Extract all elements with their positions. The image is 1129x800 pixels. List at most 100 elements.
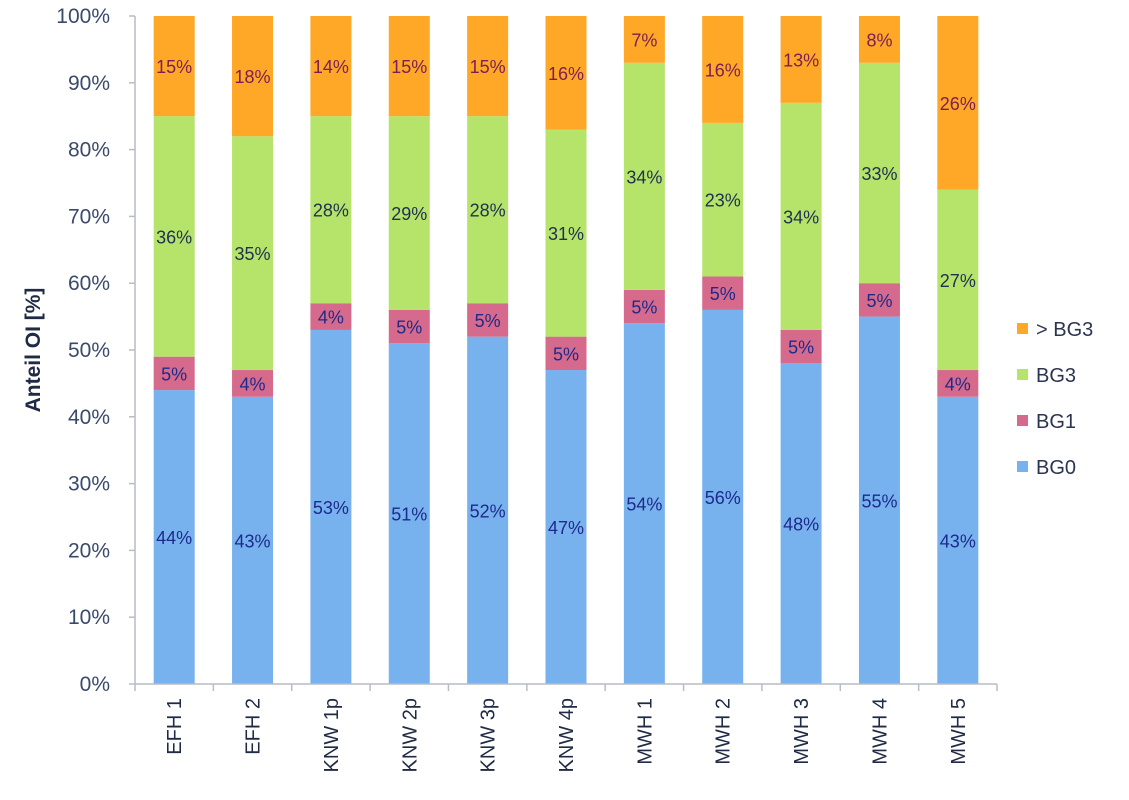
bar-segment	[388, 16, 430, 117]
data-label: 4%	[240, 374, 266, 394]
data-label: 5%	[788, 338, 814, 358]
bar-segment	[467, 336, 509, 684]
data-label: 5%	[866, 291, 892, 311]
bar-segment	[232, 136, 274, 371]
legend-swatch	[1017, 323, 1028, 334]
bar-stack: 48% 5% 34% 13%	[780, 16, 822, 684]
bar-segment	[310, 303, 352, 330]
data-label: 48%	[783, 515, 819, 535]
y-tick-label: 100%	[56, 5, 110, 28]
bar-segment	[780, 102, 822, 330]
bar-segment	[702, 122, 744, 277]
data-label: 5%	[710, 284, 736, 304]
bar-segment	[858, 316, 900, 684]
data-label: 51%	[391, 505, 427, 525]
data-label: 35%	[235, 244, 271, 264]
bar-segment	[623, 289, 665, 324]
bar-stack: 43% 4% 35% 18%	[232, 16, 274, 684]
data-label: 31%	[548, 224, 584, 244]
y-tick-label: 10%	[68, 606, 110, 629]
data-label: 18%	[235, 67, 271, 87]
bar-segment	[545, 16, 587, 130]
data-label: 26%	[940, 94, 976, 114]
bars: 44% 5% 36% 15% 43% 4% 35% 18% 53% 4% 28% 14% 51% 5% 29…	[153, 16, 979, 684]
y-tick-label: 20%	[68, 539, 110, 562]
bar-stack: 51% 5% 29% 15%	[388, 16, 430, 684]
data-label: 5%	[396, 318, 422, 338]
bar-segment	[780, 329, 822, 364]
bar-segment	[232, 396, 274, 684]
bar-segment	[780, 363, 822, 684]
bar-segment	[937, 16, 979, 190]
legend-item: > BG3	[1017, 319, 1093, 341]
bar-stack: 44% 5% 36% 15%	[153, 16, 195, 684]
data-label: 36%	[156, 227, 192, 247]
x-tick-label: KNW 1p	[321, 698, 343, 772]
x-tick-label: MWH 1	[634, 698, 656, 765]
data-label: 5%	[161, 364, 187, 384]
x-tick-label: EFH 1	[164, 698, 186, 755]
data-label: 34%	[783, 207, 819, 227]
bar-stack: 53% 4% 28% 14%	[310, 16, 352, 684]
data-label: 5%	[631, 298, 657, 318]
data-label: 54%	[626, 495, 662, 515]
data-label: 8%	[866, 30, 892, 50]
y-tick-label: 0%	[80, 673, 110, 696]
data-label: 23%	[705, 191, 741, 211]
x-axis: EFH 1 EFH 2 KNW 1p KNW 2p KNW 3p KNW 4p MWH 1 M…	[134, 683, 998, 772]
bar-segment	[937, 396, 979, 684]
data-label: 15%	[470, 57, 506, 77]
bar-segment	[153, 116, 195, 357]
legend: > BG3 BG3 BG1 BG0	[1017, 319, 1093, 479]
bar-segment	[702, 16, 744, 123]
data-label: 52%	[470, 501, 506, 521]
legend-item: BG3	[1017, 365, 1076, 387]
data-label: 15%	[156, 57, 192, 77]
bar-segment	[388, 116, 430, 310]
data-label: 44%	[156, 528, 192, 548]
bar-segment	[153, 356, 195, 391]
legend-swatch	[1017, 415, 1028, 426]
bar-segment	[310, 16, 352, 117]
bar-segment	[467, 116, 509, 304]
y-axis-label: Anteil OI [%]	[22, 288, 45, 413]
bar-segment	[545, 336, 587, 371]
bar-stack: 56% 5% 23% 16%	[702, 16, 744, 684]
y-tick-label: 40%	[68, 406, 110, 429]
bar-segment	[545, 370, 587, 684]
data-label: 4%	[945, 374, 971, 394]
data-label: 28%	[313, 201, 349, 221]
data-label: 15%	[391, 57, 427, 77]
bar-stack: 43% 4% 27% 26%	[937, 16, 979, 684]
data-label: 7%	[631, 30, 657, 50]
bar-segment	[702, 309, 744, 684]
bar-segment	[153, 16, 195, 117]
legend-label: BG0	[1036, 457, 1076, 479]
bar-segment	[858, 283, 900, 317]
x-tick-label: KNW 4p	[556, 698, 578, 772]
x-tick-label: MWH 5	[948, 698, 970, 765]
bar-segment	[388, 343, 430, 684]
bar-stack: 52% 5% 28% 15%	[467, 16, 509, 684]
bar-stack: 55% 5% 33% 8%	[858, 16, 900, 684]
legend-swatch	[1017, 369, 1028, 380]
bar-stack: 47% 5% 31% 16%	[545, 16, 587, 684]
bar-segment	[858, 16, 900, 63]
bar-segment	[310, 329, 352, 684]
data-label: 4%	[318, 308, 344, 328]
bar-segment	[937, 370, 979, 397]
bar-segment	[467, 16, 509, 117]
data-label: 14%	[313, 57, 349, 77]
legend-label: > BG3	[1036, 319, 1093, 341]
bar-segment	[388, 309, 430, 344]
y-tick-label: 50%	[68, 339, 110, 362]
data-label: 43%	[235, 531, 271, 551]
bar-segment	[310, 116, 352, 304]
data-label: 53%	[313, 498, 349, 518]
x-tick-label: MWH 3	[791, 698, 813, 765]
x-tick-label: MWH 4	[869, 698, 891, 765]
data-label: 47%	[548, 518, 584, 538]
data-label: 5%	[475, 311, 501, 331]
y-tick-label: 80%	[68, 139, 110, 162]
bar-segment	[702, 276, 744, 310]
